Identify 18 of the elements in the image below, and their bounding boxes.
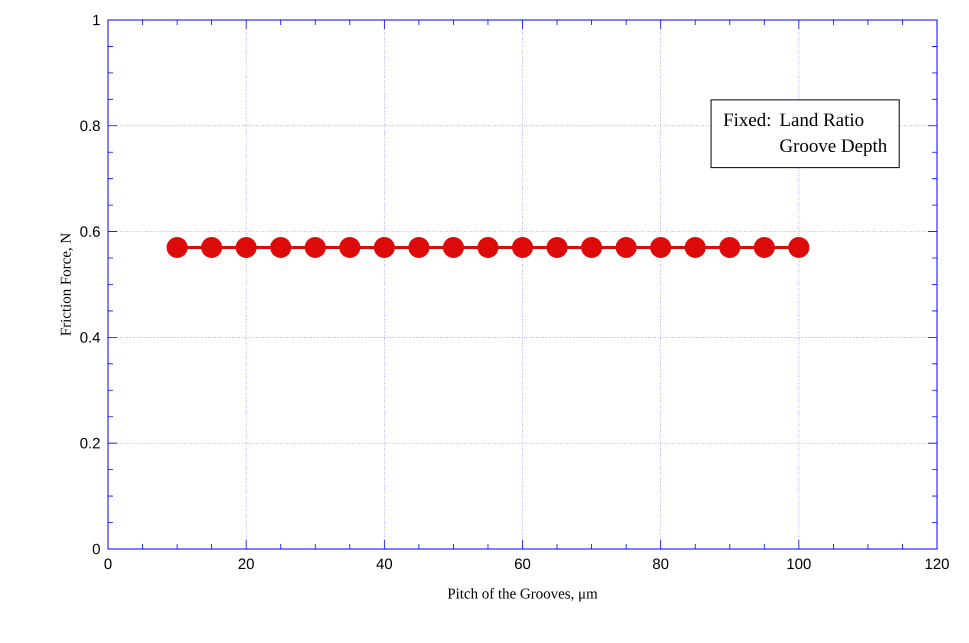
y-axis-title: Friction Force, N xyxy=(60,233,73,336)
y-tick-label: 1 xyxy=(93,14,100,26)
y-tick-label: 0.8 xyxy=(80,120,100,132)
x-tick-label: 100 xyxy=(788,558,811,570)
annotation: Groove Depth xyxy=(780,138,887,156)
x-tick-label: 40 xyxy=(376,558,392,570)
x-tick-label: 0 xyxy=(104,558,112,570)
x-tick-label: 20 xyxy=(238,558,254,570)
y-tick-label: 0.2 xyxy=(80,438,100,448)
y-tick-label: 0.4 xyxy=(80,332,100,343)
annotation: Fixed: xyxy=(724,112,770,126)
x-axis-title: Pitch of the Grooves, μm xyxy=(448,588,598,602)
x-tick-label: 80 xyxy=(653,558,668,570)
annotation: Land Ratio xyxy=(780,112,864,126)
y-tick-label: 0.6 xyxy=(80,226,100,237)
x-tick-label: 60 xyxy=(514,558,530,570)
x-tick-label: 120 xyxy=(926,558,949,570)
y-tick-label: 0 xyxy=(92,544,100,554)
